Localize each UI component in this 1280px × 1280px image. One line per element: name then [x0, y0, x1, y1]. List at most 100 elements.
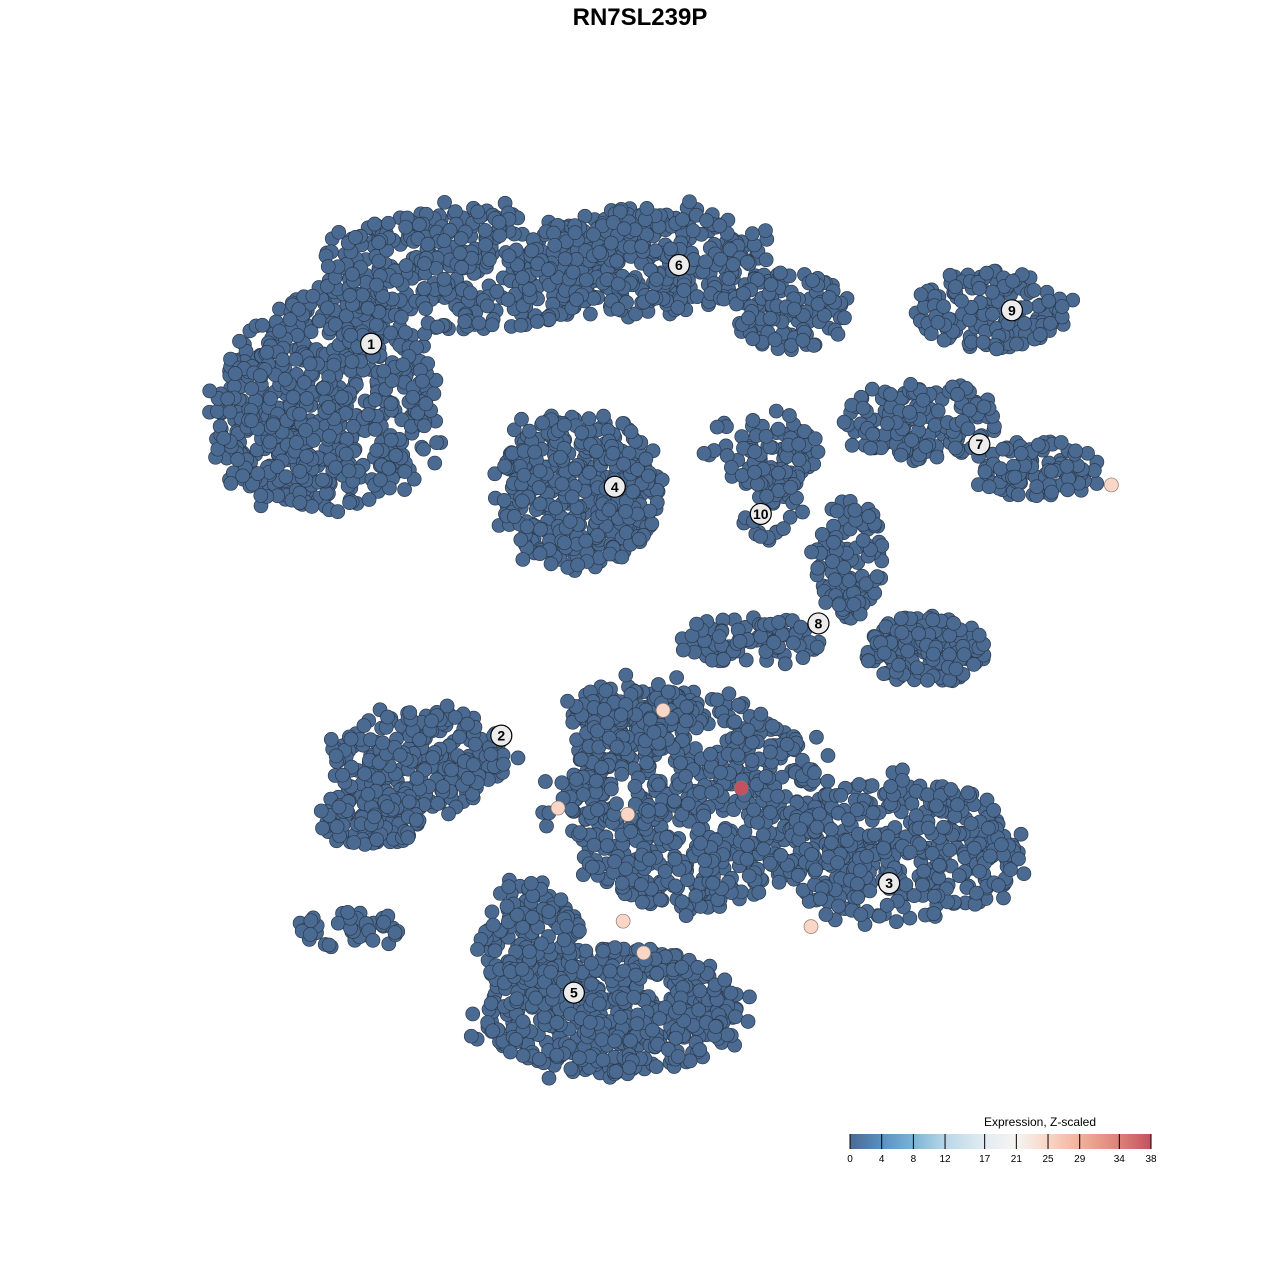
cell-point	[369, 442, 385, 458]
cell-point	[272, 323, 287, 339]
cell-point	[770, 421, 786, 437]
cell-point	[820, 748, 836, 763]
cell-point	[383, 325, 398, 341]
cell-point	[751, 885, 767, 900]
cell-point	[704, 785, 720, 801]
cell-point	[771, 874, 787, 890]
cell-point	[950, 797, 965, 813]
cell-point	[439, 698, 455, 714]
cell-point	[633, 877, 649, 893]
cell-point	[809, 819, 825, 835]
cell-point	[230, 452, 246, 467]
cell-point	[638, 451, 654, 467]
cell-point	[564, 802, 580, 817]
cell-point	[548, 500, 563, 516]
cell-point	[515, 552, 531, 567]
cell-point	[299, 391, 315, 406]
cell-point	[742, 989, 757, 1005]
cell-point	[483, 996, 499, 1011]
cell-point	[435, 779, 451, 794]
cell-point	[833, 788, 849, 803]
cell-point	[825, 554, 840, 569]
cell-point	[480, 298, 495, 314]
cell-point	[285, 389, 301, 405]
cell-point	[463, 285, 478, 301]
cell-point	[384, 373, 400, 388]
cell-point	[891, 657, 907, 673]
cell-point	[506, 509, 522, 524]
cell-point	[572, 825, 588, 840]
cell-point	[356, 718, 372, 733]
cell-point	[369, 317, 384, 333]
cell-point	[758, 252, 774, 268]
cell-point	[911, 626, 926, 641]
cell-point	[865, 805, 881, 821]
cell-point	[641, 851, 657, 867]
cell-point	[583, 306, 598, 322]
cell-point	[753, 529, 768, 544]
cell-point	[322, 428, 337, 444]
cell-point	[993, 461, 1008, 476]
cell-point	[821, 290, 837, 305]
cell-point	[894, 625, 910, 640]
cell-point	[543, 556, 559, 572]
cell-point	[306, 433, 321, 448]
cell-point	[629, 1016, 645, 1032]
cell-point	[804, 544, 819, 560]
cell-point	[1032, 327, 1048, 342]
cell-point	[265, 417, 281, 432]
cell-point	[898, 877, 914, 893]
cell-point	[535, 415, 550, 431]
cell-point	[341, 463, 357, 479]
cell-point	[795, 332, 811, 348]
cell-point	[537, 1009, 552, 1025]
cell-point	[296, 375, 312, 390]
cell-point	[282, 312, 298, 327]
cell-point	[582, 1014, 598, 1030]
cell-point	[929, 798, 944, 814]
cell-point	[397, 482, 412, 497]
cell-point	[823, 835, 839, 851]
cell-point	[994, 837, 1009, 852]
cell-point	[876, 666, 892, 682]
cell-point	[394, 309, 409, 325]
cell-point	[950, 387, 965, 402]
cell-point	[607, 1033, 623, 1049]
cell-point	[1013, 446, 1029, 461]
cell-point	[554, 476, 570, 492]
cell-point	[618, 667, 634, 683]
cell-point	[925, 612, 941, 628]
cell-point	[515, 1048, 531, 1063]
cell-point	[541, 262, 556, 277]
cell-point	[596, 702, 612, 717]
cell-point	[631, 531, 647, 547]
cell-point	[920, 820, 936, 836]
cell-point	[361, 492, 377, 507]
cell-point	[220, 391, 236, 407]
cell-point	[732, 633, 748, 649]
cell-point	[416, 281, 432, 297]
cell-point	[581, 411, 597, 426]
cell-point	[889, 914, 904, 929]
cell-point	[590, 802, 605, 818]
cell-point	[820, 773, 836, 789]
cell-point	[547, 237, 563, 253]
cell-point	[448, 204, 463, 219]
cell-point	[981, 479, 997, 495]
cell-point	[532, 463, 548, 479]
cell-point	[573, 751, 589, 767]
cell-point	[496, 756, 511, 772]
cell-point	[1016, 866, 1032, 882]
cell-point	[444, 762, 459, 778]
cell-point	[678, 713, 694, 729]
cell-point	[583, 976, 599, 992]
cell-point	[342, 495, 357, 510]
cell-point	[397, 464, 413, 479]
cell-point	[1009, 336, 1024, 352]
cell-point	[478, 237, 493, 253]
cell-point	[731, 697, 746, 713]
cell-point	[595, 943, 611, 959]
cell-point	[223, 351, 238, 367]
cell-point	[527, 444, 542, 460]
cell-point	[902, 844, 918, 860]
